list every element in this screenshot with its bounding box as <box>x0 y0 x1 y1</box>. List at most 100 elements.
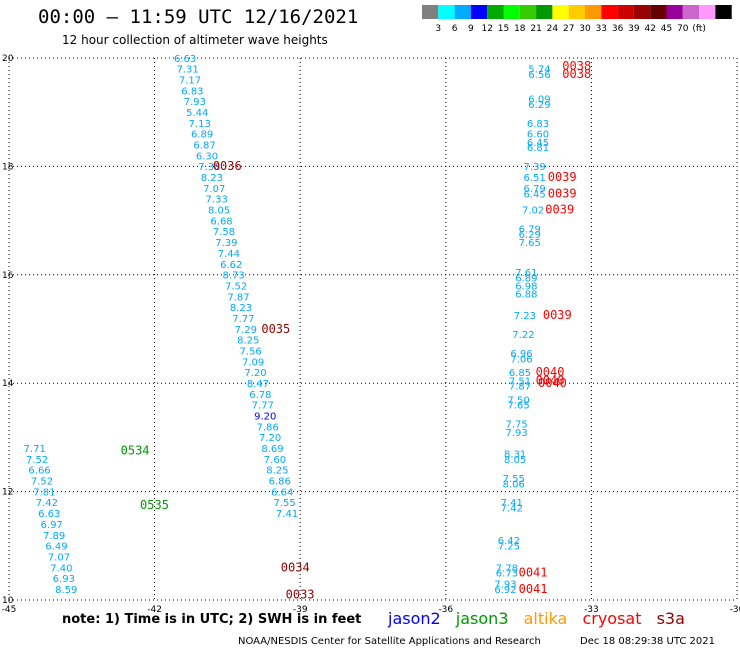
legend-swatch <box>650 5 667 19</box>
legend-swatch <box>568 5 585 19</box>
data-point-label: 7.17 <box>179 75 201 86</box>
data-point-label: 6.66 <box>28 466 50 477</box>
data-point-label: 6.83 <box>181 86 203 97</box>
data-point-label: 8.25 <box>237 336 259 347</box>
y-tick-label: 16 <box>2 271 14 281</box>
data-point-label: 6.63 <box>38 509 60 520</box>
time-label: 0038 <box>562 67 591 81</box>
legend-swatch <box>633 5 651 19</box>
data-point-label: 7.58 <box>213 227 235 238</box>
data-point-label: 6.68 <box>210 216 232 227</box>
data-point-label: 6.45 <box>523 189 545 200</box>
legend-label: 18 <box>514 24 526 34</box>
data-point-label: 7.52 <box>225 281 247 292</box>
data-point-label: 7.51 <box>509 376 531 387</box>
data-point-label: 7.20 <box>244 368 266 379</box>
data-point-label: 6.29 <box>519 230 541 241</box>
legend-swatch <box>536 5 553 19</box>
data-point-label: 9.20 <box>254 412 276 423</box>
data-point-label: 6.42 <box>498 536 520 547</box>
legend-label: 36 <box>612 24 624 34</box>
time-label: 0039 <box>548 186 577 200</box>
legend-swatch <box>715 5 732 19</box>
data-point-label: 7.33 <box>206 195 228 206</box>
legend-swatch <box>454 5 471 19</box>
y-tick-label: 18 <box>2 162 14 172</box>
data-point-label: 7.71 <box>24 444 46 455</box>
data-point-label: 7.07 <box>203 184 225 195</box>
data-point-label: 7.23 <box>514 311 536 322</box>
legend-label: 45 <box>661 24 672 34</box>
sat-altika: altika <box>523 609 568 628</box>
data-point-label: 6.87 <box>193 141 215 152</box>
legend-swatch <box>422 5 439 19</box>
data-point-label: 7.44 <box>218 249 240 260</box>
legend-swatch <box>585 5 602 19</box>
time-label: 0041 <box>519 566 548 580</box>
legend-swatch <box>487 5 504 19</box>
legend-label: 33 <box>596 24 607 34</box>
legend-swatch <box>601 5 618 19</box>
data-point-label: 8.23 <box>230 303 252 314</box>
time-label: 0041 <box>519 582 548 596</box>
x-tick-label: -45 <box>2 605 17 615</box>
data-point-label: 8.59 <box>55 585 77 596</box>
data-point-label: 5.44 <box>186 108 208 119</box>
footer-timestamp: Dec 18 08:29:38 UTC 2021 <box>580 636 715 647</box>
data-point-label: 6.81 <box>527 143 549 154</box>
x-tick-label: -39 <box>293 605 308 615</box>
data-point-label: 6.09 <box>528 94 550 105</box>
x-tick-label: -36 <box>438 605 453 615</box>
data-point-label: 7.41 <box>276 509 298 520</box>
time-label: 0039 <box>545 203 574 217</box>
data-point-label: 6.30 <box>196 151 218 162</box>
time-label: 0535 <box>140 498 169 512</box>
data-point-label: 7.06 <box>510 355 532 366</box>
data-point-label: 6.63 <box>174 54 196 65</box>
time-label: 0040 <box>536 365 565 379</box>
data-point-label: 8.47 <box>247 379 269 390</box>
data-point-label: 6.62 <box>220 260 242 271</box>
y-tick-label: 20 <box>2 54 14 64</box>
data-point-label: 7.42 <box>36 498 58 509</box>
data-point-label: 7.40 <box>50 563 72 574</box>
legend-label: 9 <box>468 24 474 34</box>
page-subtitle: 12 hour collection of altimeter wave hei… <box>62 33 328 47</box>
data-point-label: 6.73 <box>496 569 518 580</box>
data-point-label: 6.49 <box>45 542 67 553</box>
data-point-label: 7.41 <box>501 498 523 509</box>
data-point-label: 6.85 <box>509 368 531 379</box>
data-point-label: 7.31 <box>176 65 198 76</box>
legend-label: 21 <box>530 24 541 34</box>
data-point-label: 7.42 <box>501 504 523 515</box>
data-point-label: 7.81 <box>33 487 55 498</box>
data-point-label: 7.89 <box>43 531 65 542</box>
time-label: 0040 <box>538 376 567 390</box>
data-point-label: 7.52 <box>26 455 48 466</box>
legend-label: (ft) <box>692 24 706 34</box>
legend-label: 6 <box>452 24 458 34</box>
data-point-label: 7.55 <box>274 498 296 509</box>
time-label: 0038 <box>562 59 591 73</box>
legend-label: 42 <box>644 24 655 34</box>
data-point-label: 6.97 <box>41 520 63 531</box>
data-point-label: 7.87 <box>509 382 531 393</box>
data-point-label: 7.39 <box>523 162 545 173</box>
legend-swatch <box>682 5 700 19</box>
data-point-label: 7.07 <box>48 552 70 563</box>
data-point-label: 7.93 <box>494 580 516 591</box>
x-tick-label: -33 <box>584 605 599 615</box>
time-label: 0039 <box>548 170 577 184</box>
time-label: 0036 <box>213 159 242 173</box>
data-point-label: 8.25 <box>266 466 288 477</box>
y-tick-label: 10 <box>2 596 14 606</box>
data-point-label: 7.25 <box>498 542 520 553</box>
data-point-label: 7.02 <box>522 206 544 217</box>
data-point-label: 8.05 <box>208 206 230 217</box>
legend-label: 39 <box>628 24 640 34</box>
data-point-label: 8.73 <box>223 271 245 282</box>
data-point-label: 7.65 <box>519 238 541 249</box>
data-point-label: 6.88 <box>515 290 537 301</box>
data-point-label: 6.93 <box>53 574 75 585</box>
